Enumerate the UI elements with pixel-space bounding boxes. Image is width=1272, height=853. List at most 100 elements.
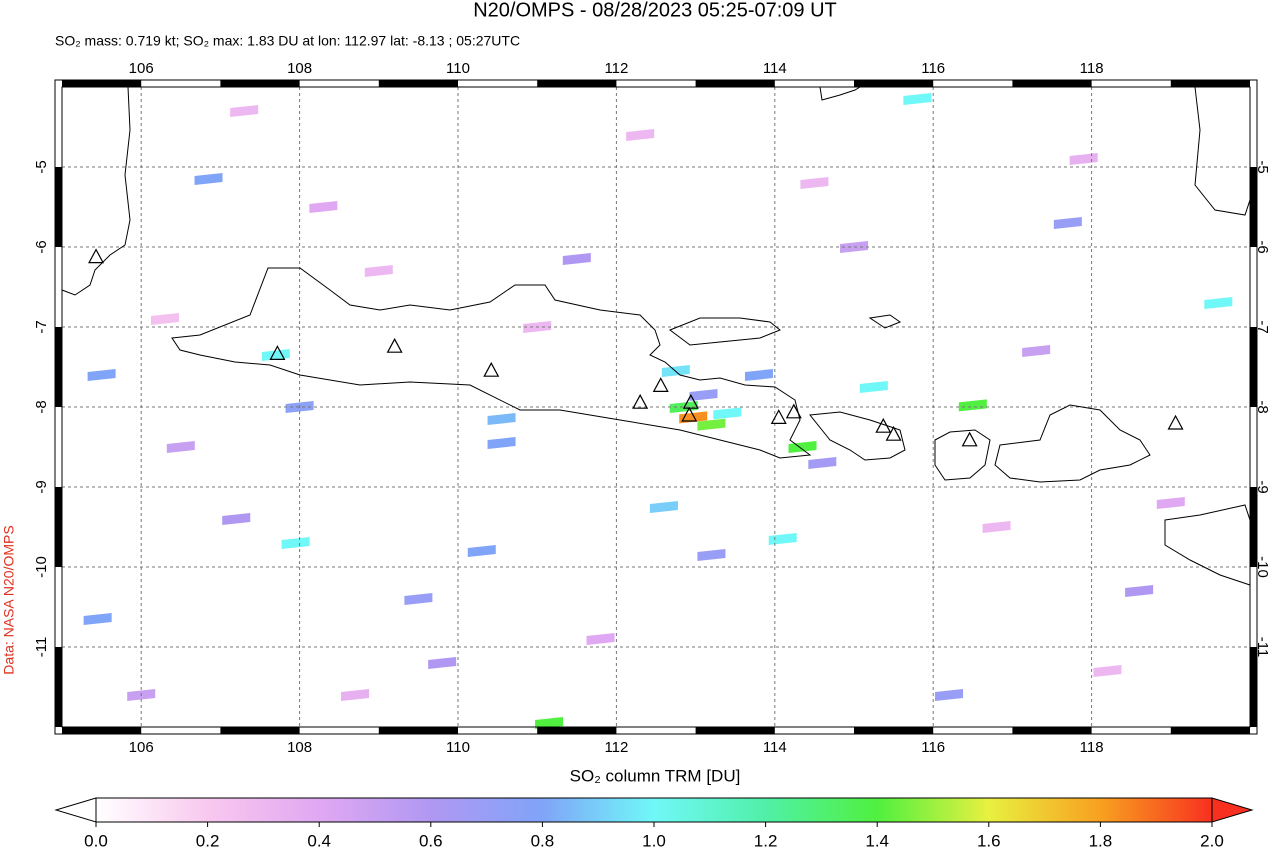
colorbar-tick-label: 1.0: [642, 831, 666, 850]
frame-bar: [1012, 80, 1092, 87]
frame-bar: [537, 80, 617, 87]
frame-bar: [220, 727, 300, 734]
volcano: [483, 361, 500, 377]
so2-pixel: [487, 413, 516, 425]
colorbar-tick-label: 1.8: [1089, 831, 1113, 850]
so2-pixel: [341, 689, 370, 701]
frame-bar: [1250, 167, 1257, 247]
y-tick-label: -5: [33, 160, 50, 173]
x-tick-label: 108: [287, 60, 312, 77]
coastline: [868, 314, 902, 329]
so2-pixel: [649, 501, 678, 513]
y-tick-label: -5: [1254, 160, 1271, 173]
so2-pixel: [958, 399, 987, 412]
volcano: [875, 417, 892, 433]
frame-bar: [1250, 327, 1257, 407]
colorbar-label: SO₂ column TRM [DU]: [570, 766, 741, 785]
so2-pixel: [83, 613, 112, 625]
colorbar-tick-label: 0.6: [419, 831, 443, 850]
frame-bar: [55, 327, 62, 407]
so2-pixel: [281, 537, 310, 549]
frame-bar: [1250, 647, 1257, 727]
credit: Data: NASA N20/OMPS: [1, 525, 17, 674]
volcano: [1167, 414, 1184, 430]
y-tick-label: -7: [1254, 320, 1271, 333]
coastline: [819, 86, 861, 101]
frame-bar: [55, 487, 62, 567]
x-tick-label: 114: [763, 60, 787, 77]
volcano: [885, 425, 902, 441]
so2-pixel: [487, 437, 516, 449]
x-tick-label: 106: [129, 60, 154, 77]
frame-border: [54, 79, 1258, 735]
y-tick-label: -10: [1254, 556, 1271, 578]
so2-pixel: [428, 657, 457, 669]
x-tick-label: 116: [921, 60, 945, 77]
coastline: [1194, 86, 1251, 216]
x-tick-label: 112: [604, 739, 628, 756]
so2-pixel: [230, 105, 259, 117]
volcano: [269, 345, 286, 360]
colorbar-tick-label: 0.2: [196, 831, 220, 850]
so2-pixel: [586, 633, 615, 645]
y-tick-label: -8: [1254, 400, 1271, 413]
so2-pixel: [150, 313, 179, 325]
x-tick-label: 106: [129, 739, 154, 756]
y-tick-label: -8: [33, 400, 50, 413]
volcano: [632, 393, 649, 409]
coastline: [934, 429, 991, 481]
x-tick-label: 110: [446, 60, 470, 77]
grid: [62, 87, 1250, 727]
so2-pixel: [713, 407, 742, 420]
so2-pixel: [261, 349, 290, 361]
so2-pixel: [859, 381, 888, 393]
colorbar: 0.0 0.2 0.4 0.6 0.8 1.0 1.2 1.4 1.6 1.8 2.0: [54, 797, 1254, 850]
so2-pixel: [903, 93, 932, 105]
so2-pixel: [166, 441, 195, 453]
so2-pixel: [1022, 345, 1051, 357]
frame-bar: [1250, 487, 1257, 567]
colorbar-tick-label: 0.4: [307, 831, 331, 850]
frame-bar: [1170, 727, 1250, 734]
so2-pixel: [1053, 217, 1082, 229]
x-tick-label: 118: [1080, 739, 1104, 756]
so2-pixel: [1204, 297, 1233, 309]
colorbar-scale: [95, 797, 1213, 823]
volcano: [961, 431, 978, 447]
frame-bar: [695, 80, 775, 87]
frame-bar: [220, 80, 300, 87]
coastline: [171, 267, 812, 459]
frame-bar: [1012, 727, 1092, 734]
volcano: [386, 337, 403, 353]
so2-pixel: [697, 418, 726, 431]
so2-pixel: [222, 513, 251, 525]
colorbar-low-arrow: [54, 797, 97, 823]
so2-pixel: [1125, 585, 1154, 597]
so2-pixel: [689, 389, 718, 401]
y-tick-label: -11: [33, 637, 50, 658]
coastline: [61, 86, 131, 296]
so2-pixel: [626, 129, 655, 141]
y-tick-label: -10: [33, 556, 50, 578]
frame-bar: [537, 727, 617, 734]
so2-pixel: [800, 177, 829, 189]
colorbar-high-arrow: [1211, 797, 1254, 823]
y-tick-label: -6: [1254, 240, 1271, 253]
colorbar-tick-label: 2.0: [1200, 831, 1224, 850]
volcanoes: [88, 248, 1184, 447]
volcano: [770, 409, 787, 424]
colorbar-tick-label: 0.0: [84, 831, 108, 850]
frame-bar: [854, 727, 934, 734]
subtitle: SO₂ mass: 0.719 kt; SO₂ max: 1.83 DU at …: [55, 33, 520, 49]
so2-pixel: [1156, 497, 1185, 509]
y-tick-label: -6: [33, 240, 50, 253]
so2-pixel: [744, 369, 773, 381]
so2-pixel: [768, 533, 797, 545]
volcano: [652, 377, 669, 392]
x-tick-label: 108: [287, 739, 312, 756]
frame-bar: [62, 727, 142, 734]
so2-pixel: [808, 457, 837, 469]
colorbar-tick-label: 1.4: [865, 831, 889, 850]
x-tick-label: 116: [921, 739, 945, 756]
